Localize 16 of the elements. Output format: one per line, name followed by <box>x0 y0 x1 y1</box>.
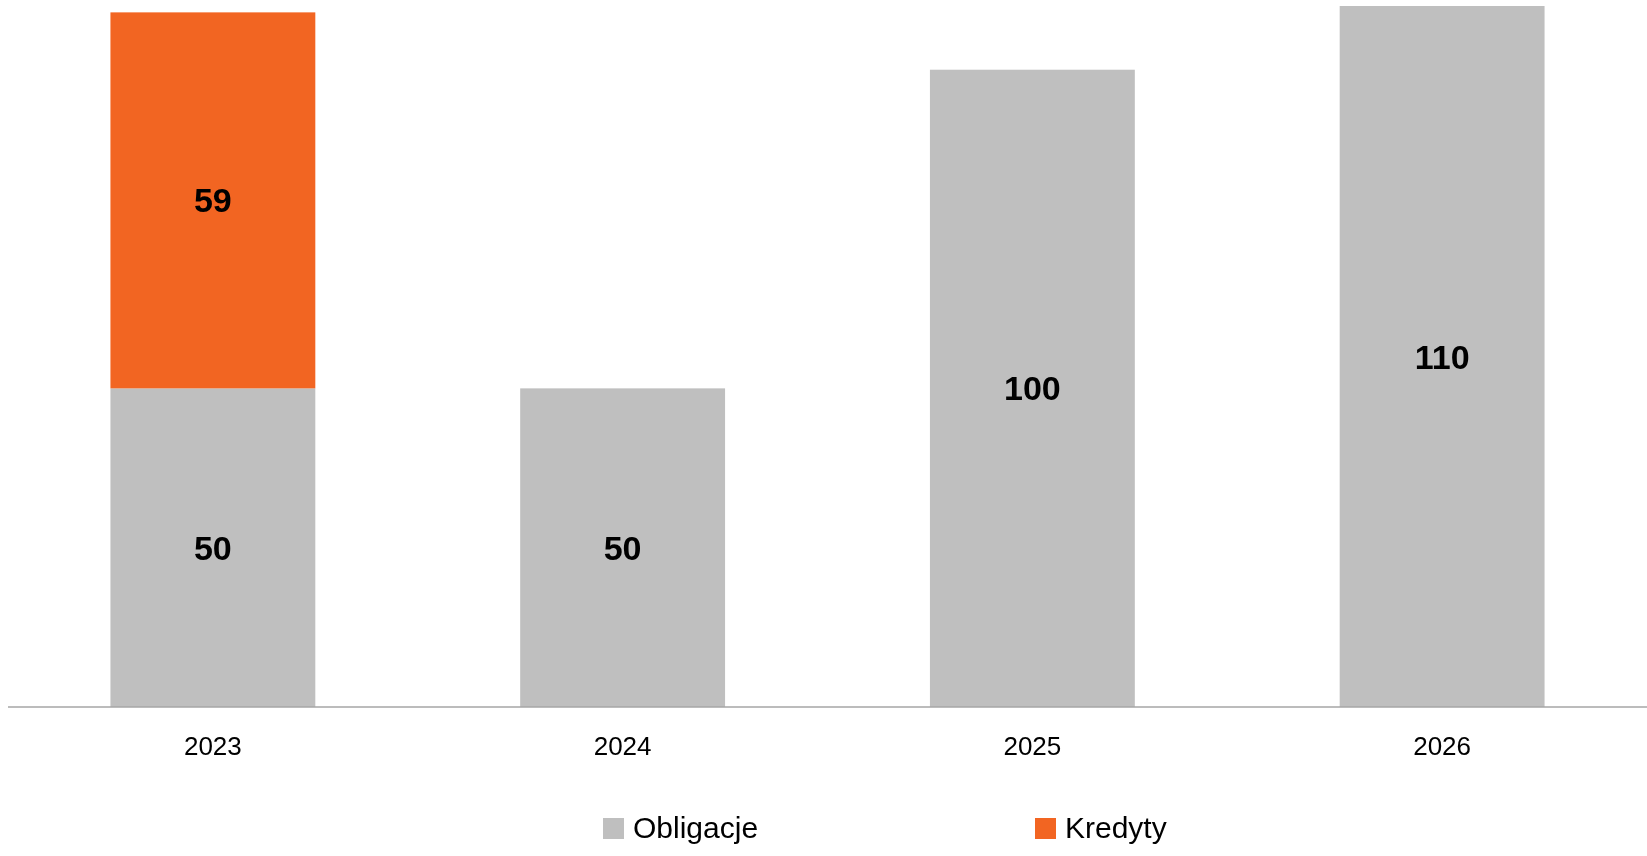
legend-label: Obligacje <box>633 811 759 844</box>
bar <box>110 388 316 707</box>
data-label: 50 <box>603 528 642 567</box>
data-label: 100 <box>1004 369 1061 408</box>
x-tick-label: 2023 <box>183 731 242 761</box>
bar <box>929 69 1135 707</box>
x-tick-label: 2025 <box>1003 731 1062 761</box>
bar <box>110 12 316 389</box>
data-label: 110 <box>1414 337 1470 376</box>
bar <box>1339 6 1545 707</box>
data-label: 59 <box>193 181 232 220</box>
bar <box>520 388 726 707</box>
x-tick-label: 2024 <box>593 731 652 761</box>
legend-label: Kredyty <box>1065 811 1167 844</box>
data-label: 50 <box>193 528 232 567</box>
x-tick-label: 2026 <box>1413 731 1472 761</box>
